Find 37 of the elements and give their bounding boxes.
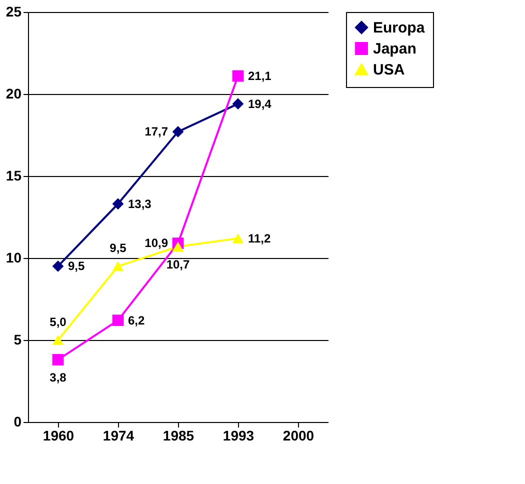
data-label: 11,2 <box>248 231 272 246</box>
point <box>52 354 64 366</box>
data-label: 17,7 <box>144 124 168 139</box>
point <box>112 261 124 272</box>
data-label: 21,1 <box>248 68 272 83</box>
point <box>112 314 124 326</box>
point <box>232 233 244 244</box>
x-tick-label: 1974 <box>102 428 134 444</box>
legend-label: USA <box>373 62 405 78</box>
x-tick-label: 1993 <box>222 428 254 444</box>
data-label: 9,5 <box>110 241 127 256</box>
y-tick-label: 25 <box>6 4 22 20</box>
data-label: 10,9 <box>144 236 168 250</box>
point <box>172 126 184 138</box>
y-tick-label: 20 <box>6 86 22 102</box>
y-tick-label: 5 <box>14 332 22 348</box>
legend-label: Japan <box>373 40 416 58</box>
data-label: 9,5 <box>68 259 86 274</box>
y-tick-label: 10 <box>6 250 22 266</box>
point <box>52 335 64 345</box>
y-tick-label: 0 <box>14 414 22 430</box>
legend-label: Europa <box>373 20 426 36</box>
data-label: 10,7 <box>166 258 190 272</box>
data-label: 19,4 <box>248 96 272 111</box>
data-label: 13,3 <box>128 196 152 211</box>
x-tick-label: 1985 <box>162 428 194 444</box>
x-tick-label: 2000 <box>282 428 314 444</box>
data-label: 3,8 <box>50 370 67 385</box>
data-label: 5,0 <box>50 315 67 329</box>
point <box>112 198 124 210</box>
point <box>52 260 64 272</box>
data-label: 6,2 <box>128 313 146 328</box>
point <box>172 242 184 252</box>
y-tick-label: 15 <box>6 168 22 184</box>
x-tick-label: 1960 <box>42 428 74 444</box>
point <box>232 98 244 110</box>
point <box>232 70 244 82</box>
